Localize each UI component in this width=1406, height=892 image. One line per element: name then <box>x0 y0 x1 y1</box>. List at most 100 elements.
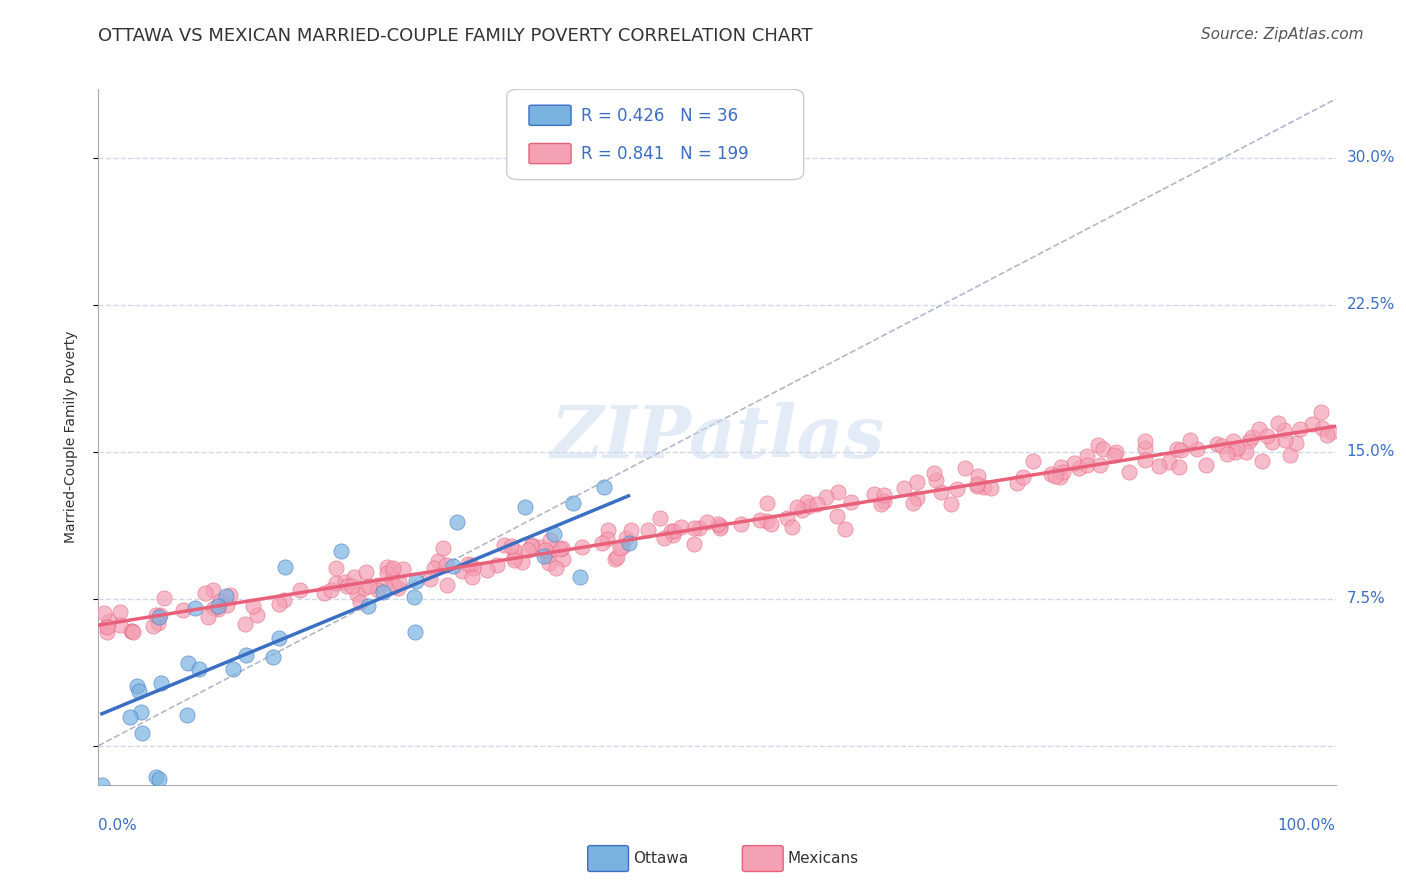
Point <box>1316 428 1339 442</box>
Point <box>922 466 945 480</box>
Point <box>609 541 631 555</box>
Point <box>120 624 142 639</box>
Point <box>1147 459 1170 474</box>
Point <box>359 579 381 593</box>
Point <box>1043 469 1066 483</box>
Point <box>620 523 643 537</box>
Point <box>671 520 693 534</box>
Point <box>1133 441 1156 455</box>
Point <box>1118 466 1140 480</box>
Point <box>131 726 153 740</box>
Point <box>756 496 779 510</box>
Text: ZIPatlas: ZIPatlas <box>550 401 884 473</box>
Point <box>1310 420 1333 434</box>
Point <box>340 579 363 593</box>
Point <box>434 558 457 572</box>
Point <box>538 556 561 570</box>
Point <box>683 536 706 550</box>
Point <box>1267 416 1289 430</box>
Point <box>461 561 484 575</box>
Point <box>966 476 988 491</box>
Point <box>980 482 1002 496</box>
Point <box>145 770 167 784</box>
Point <box>193 586 215 600</box>
Text: 22.5%: 22.5% <box>1347 297 1395 312</box>
Point <box>245 608 267 623</box>
Point <box>460 558 482 573</box>
Point <box>215 598 238 612</box>
Point <box>827 484 849 499</box>
Point <box>90 778 112 792</box>
Point <box>796 495 818 509</box>
Point <box>730 517 752 532</box>
Point <box>118 710 141 724</box>
Point <box>153 591 176 606</box>
Y-axis label: Married-Couple Family Poverty: Married-Couple Family Poverty <box>63 331 77 543</box>
Point <box>219 588 242 602</box>
Point <box>375 560 398 574</box>
Point <box>1216 446 1239 460</box>
Point <box>149 676 172 690</box>
Point <box>267 631 290 645</box>
Point <box>1105 445 1128 459</box>
Point <box>367 582 389 597</box>
Point <box>748 513 770 527</box>
Point <box>1256 429 1278 443</box>
Point <box>596 533 619 547</box>
Text: 30.0%: 30.0% <box>1347 150 1395 165</box>
Point <box>973 480 995 494</box>
Point <box>262 649 284 664</box>
Point <box>551 541 574 555</box>
Point <box>1063 456 1085 470</box>
FancyBboxPatch shape <box>506 89 804 179</box>
Point <box>610 540 633 554</box>
Point <box>814 490 837 504</box>
Point <box>1185 442 1208 456</box>
Point <box>605 552 627 566</box>
Point <box>617 536 640 550</box>
Point <box>905 491 928 505</box>
Point <box>121 624 143 639</box>
Point <box>529 540 551 554</box>
Point <box>1206 437 1229 451</box>
Point <box>330 544 353 558</box>
Point <box>371 584 394 599</box>
Point <box>129 705 152 719</box>
Point <box>1088 458 1111 473</box>
Point <box>637 523 659 537</box>
Point <box>451 564 474 578</box>
Point <box>242 599 264 613</box>
Point <box>215 590 238 604</box>
Point <box>1167 460 1189 475</box>
Point <box>1133 453 1156 467</box>
Point <box>419 573 441 587</box>
Point <box>1261 434 1284 449</box>
Point <box>659 524 682 538</box>
Point <box>1274 423 1296 437</box>
Point <box>1092 442 1115 456</box>
Point <box>325 560 347 574</box>
Point <box>96 618 118 632</box>
Point <box>1159 455 1181 469</box>
Point <box>221 662 243 676</box>
Point <box>707 516 730 531</box>
Point <box>873 488 896 502</box>
Point <box>184 600 207 615</box>
Point <box>207 601 229 615</box>
Point <box>201 582 224 597</box>
Point <box>346 587 368 601</box>
Point <box>98 614 121 628</box>
Point <box>1223 445 1246 459</box>
Point <box>367 578 389 592</box>
Point <box>1241 430 1264 444</box>
Point <box>1166 442 1188 456</box>
Point <box>606 549 628 564</box>
Text: 100.0%: 100.0% <box>1278 818 1336 832</box>
Point <box>96 619 118 633</box>
Point <box>1310 405 1333 419</box>
Point <box>492 538 515 552</box>
Point <box>569 570 592 584</box>
Point <box>953 461 976 475</box>
Point <box>457 557 479 571</box>
Point <box>148 610 170 624</box>
